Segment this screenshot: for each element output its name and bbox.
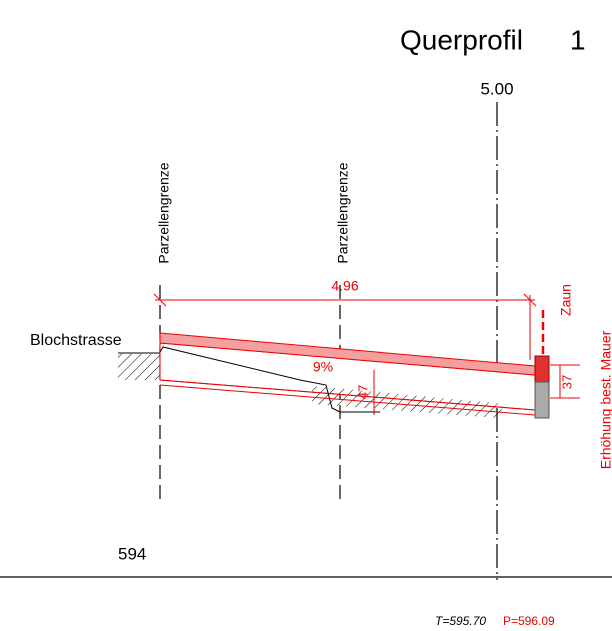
- foundation-line: [159, 379, 536, 411]
- dimension-width: 4.96: [331, 278, 358, 294]
- wall-new: [534, 355, 550, 383]
- terrain-level: T=595.70: [435, 614, 486, 628]
- existing-terrain: [159, 346, 380, 413]
- fence-label: Zaun: [558, 284, 574, 316]
- thickness-label: 47: [355, 385, 370, 399]
- axis-label: 5.00: [480, 79, 513, 98]
- wall-existing: [534, 381, 550, 419]
- project-level: P=596.09: [503, 614, 555, 628]
- boundary-label: Parzellengrenze: [335, 162, 351, 263]
- ground-hatch: [118, 354, 160, 380]
- dimension-tick: [153, 293, 167, 307]
- foundation-line: [159, 384, 536, 416]
- title: Querprofil: [400, 24, 523, 55]
- boundary-label: Parzellengrenze: [156, 162, 172, 263]
- street-label: Blochstrasse: [30, 332, 122, 349]
- profile-number: 1: [570, 24, 586, 55]
- drawing: Querprofil 1 5.00 Parzellengrenze Parzel…: [0, 24, 612, 628]
- ground-hatch: [312, 386, 505, 418]
- reference-level: 594: [118, 544, 146, 563]
- wall-height-label: 37: [559, 375, 574, 389]
- slope-label: 9%: [313, 359, 333, 375]
- wall-label: Erhöhung best. Mauer: [598, 330, 612, 469]
